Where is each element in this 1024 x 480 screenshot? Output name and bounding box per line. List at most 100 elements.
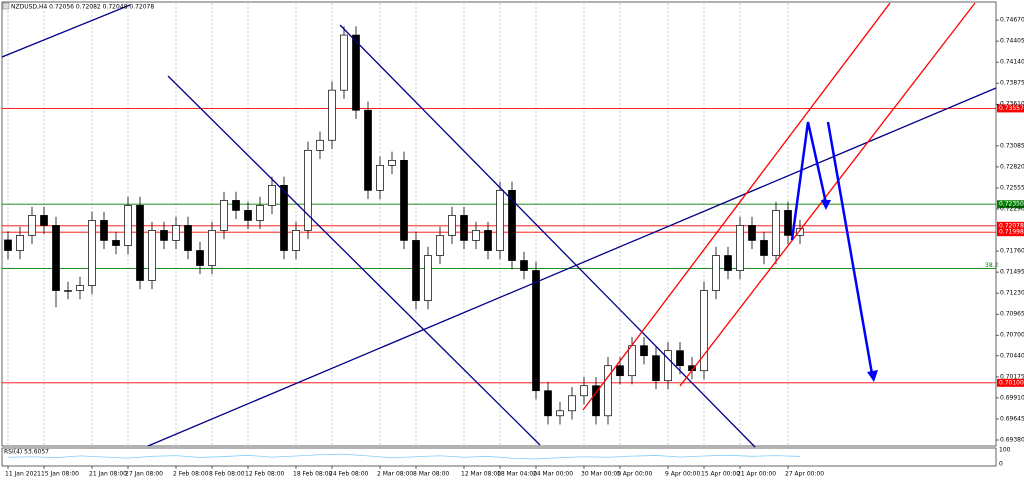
chart-title: NZDUSD,H4 0.72056 0.72082 0.72048 0.7207… <box>11 4 154 11</box>
candle-body <box>448 215 456 236</box>
forecast-arrow <box>826 121 874 375</box>
candle-body <box>352 34 360 111</box>
forecast-arrow <box>790 121 828 241</box>
y-tick-label: 0.70440 <box>1000 352 1024 359</box>
x-tick-label: 21 Apr 00:00 <box>737 471 776 478</box>
candle-body <box>220 200 228 231</box>
candle-body <box>604 365 612 417</box>
candle-body <box>76 285 84 291</box>
candle-body <box>724 255 732 271</box>
candle-body <box>208 230 216 266</box>
candle-body <box>652 355 660 382</box>
candle-body <box>616 365 624 377</box>
candle-body <box>640 345 648 357</box>
y-tick-label: 0.72820 <box>1000 163 1024 170</box>
candle-body <box>664 350 672 382</box>
candle-body <box>112 240 120 246</box>
y-tick-label: 0.74405 <box>1000 38 1024 45</box>
candle-body <box>304 149 312 231</box>
candle-body <box>268 184 276 206</box>
candle-body <box>4 239 12 251</box>
candle-body <box>760 240 768 256</box>
candle-body <box>196 250 204 266</box>
candle-body <box>124 205 132 246</box>
candle-body <box>376 164 384 191</box>
candle-body <box>232 200 240 211</box>
candle-body <box>52 225 60 291</box>
candle-body <box>484 230 492 251</box>
level-tag <box>997 228 1024 237</box>
candle-body <box>40 215 48 226</box>
x-tick-label: 27 Jan 08:00 <box>125 471 163 478</box>
y-tick-label: 0.74140 <box>1000 59 1024 66</box>
x-tick-label: 24 Feb 08:00 <box>329 471 369 478</box>
candle-body <box>412 240 420 301</box>
y-tick-label: 0.70965 <box>1000 311 1024 318</box>
rsi-tick-label: 100 <box>999 447 1011 454</box>
candles <box>4 26 804 425</box>
level-tag <box>997 200 1024 209</box>
candle-body <box>364 109 372 191</box>
candle-body <box>160 230 168 241</box>
candle-body <box>748 225 756 241</box>
x-tick-label: 18 Feb 08:00 <box>293 471 333 478</box>
candle-body <box>592 385 600 417</box>
candle-body <box>472 230 480 241</box>
trend-line <box>1 4 131 58</box>
y-tick-label: 0.74670 <box>1000 17 1024 24</box>
trend-line <box>167 75 541 446</box>
arrow-head <box>821 200 831 210</box>
candle-body <box>580 385 588 397</box>
y-tick-label: 0.71495 <box>1000 269 1024 276</box>
rsi-frame <box>1 447 997 467</box>
candle-body <box>772 210 780 256</box>
y-tick-label: 0.70175 <box>1000 373 1024 380</box>
x-tick-label: 8 Mar 08:00 <box>413 471 449 478</box>
candle-body <box>88 220 96 286</box>
x-tick-label: 15 Apr 00:00 <box>701 471 740 478</box>
candle-body <box>496 189 504 251</box>
candle-body <box>424 255 432 301</box>
x-tick-label: 24 Mar 00:00 <box>533 471 573 478</box>
symbol-icon <box>2 2 10 10</box>
candle-body <box>628 345 636 377</box>
candle-body <box>292 230 300 251</box>
candle-body <box>544 390 552 417</box>
trend-line <box>147 87 997 447</box>
candle-body <box>736 225 744 271</box>
x-tick-label: 30 Mar 00:00 <box>581 471 621 478</box>
candle-body <box>316 139 324 151</box>
x-tick-label: 5 Apr 00:00 <box>617 471 652 478</box>
candle-body <box>184 225 192 251</box>
candle-body <box>568 395 576 412</box>
y-tick-label: 0.71230 <box>1000 290 1024 297</box>
candle-body <box>64 290 72 292</box>
x-tick-label: 9 Apr 00:00 <box>665 471 700 478</box>
x-tick-label: 27 Apr 00:00 <box>785 471 824 478</box>
x-tick-label: 8 Feb 08:00 <box>209 471 245 478</box>
x-tick-label: 2 Mar 08:00 <box>377 471 413 478</box>
y-tick-label: 0.69910 <box>1000 394 1024 401</box>
level-label: 0.71998 <box>999 229 1024 236</box>
candle-body <box>796 228 804 236</box>
rsi-line <box>7 453 801 460</box>
y-tick-label: 0.73875 <box>1000 80 1024 87</box>
level-label: 0.72350 <box>999 201 1024 208</box>
y-tick-label: 0.72290 <box>1000 205 1024 212</box>
y-tick-label: 0.69645 <box>1000 415 1024 422</box>
candle-body <box>256 205 264 221</box>
y-tick-label: 0.69380 <box>1000 436 1024 443</box>
x-tick-label: 21 Jan 08:00 <box>89 471 127 478</box>
candle-body <box>328 89 336 141</box>
candle-body <box>16 235 24 251</box>
candle-body <box>700 290 708 372</box>
candle-body <box>676 350 684 367</box>
axes: 0.74670 0.74405 0.74140 0.73875 0.73610 0.730… <box>5 17 1024 478</box>
arrow-head <box>867 370 878 382</box>
candle-body <box>280 184 288 251</box>
rsi-label: RSI(4) 53.6057 <box>4 449 49 456</box>
candle-body <box>388 159 396 166</box>
x-tick-label: 18 Mar 04:00 <box>497 471 537 478</box>
channel-line <box>582 2 891 411</box>
